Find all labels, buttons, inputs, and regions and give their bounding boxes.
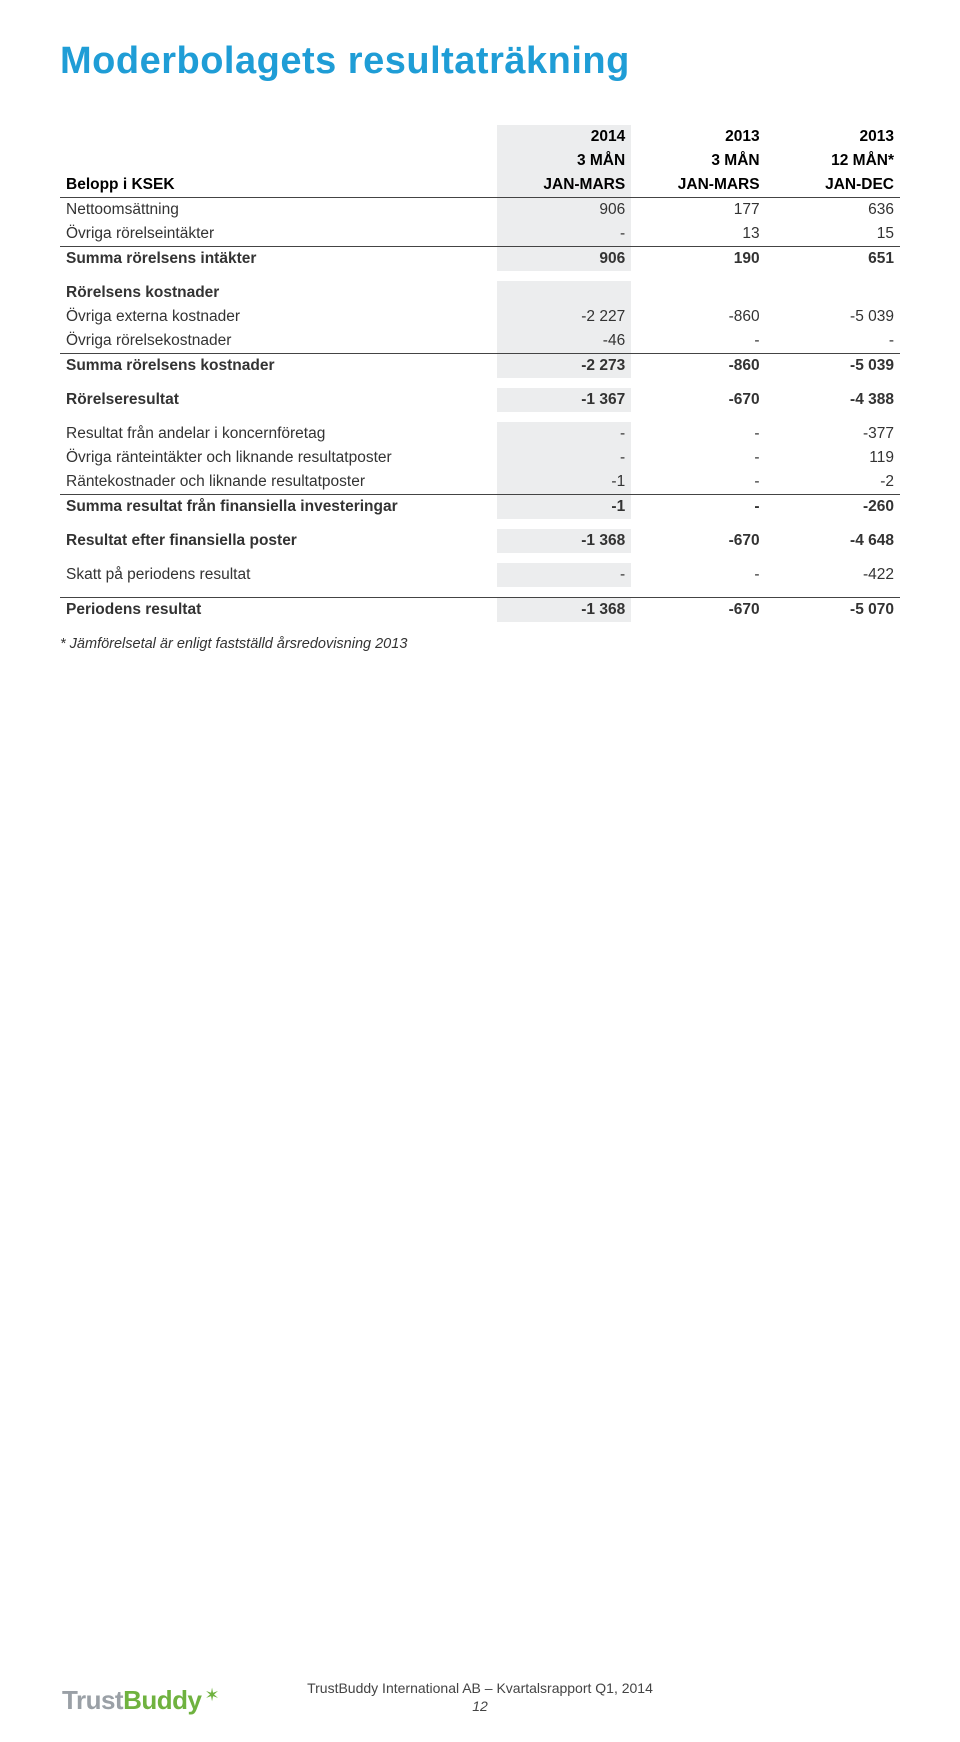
income-statement-table: 2014 2013 2013 3 MÅN 3 MÅN 12 MÅN* Belop… <box>60 125 900 622</box>
row-summa-kostnader: Summa rörelsens kostnader -2 273 -860 -5… <box>60 354 900 379</box>
row-nettoomsattning: Nettoomsättning 906 177 636 <box>60 198 900 223</box>
col1-period: 3 MÅN <box>497 149 631 173</box>
col1-label: JAN-MARS <box>497 173 631 198</box>
row-rorelsens-kostnader-heading: Rörelsens kostnader <box>60 281 900 305</box>
col1-year: 2014 <box>497 125 631 149</box>
row-externa-kostnader: Övriga externa kostnader -2 227 -860 -5 … <box>60 305 900 329</box>
col3-period: 12 MÅN* <box>766 149 900 173</box>
col2-label: JAN-MARS <box>631 173 765 198</box>
row-andelar-koncernforetag: Resultat från andelar i koncernföretag -… <box>60 422 900 446</box>
row-summa-intakter: Summa rörelsens intäkter 906 190 651 <box>60 247 900 272</box>
page: Moderbolagets resultaträkning 2014 2013 … <box>0 0 960 1742</box>
row-skatt: Skatt på periodens resultat - - -422 <box>60 563 900 587</box>
logo-part-a: Trust <box>62 1685 123 1716</box>
row-rorelseresultat: Rörelseresultat -1 367 -670 -4 388 <box>60 388 900 412</box>
footnote: * Jämförelsetal är enligt fastställd års… <box>60 636 900 652</box>
col3-label: JAN-DEC <box>766 173 900 198</box>
col3-year: 2013 <box>766 125 900 149</box>
logo-part-b: Buddy <box>123 1685 201 1716</box>
row-ovriga-rorelseintakter: Övriga rörelseintäkter - 13 15 <box>60 222 900 247</box>
period-sub-row: 3 MÅN 3 MÅN 12 MÅN* <box>60 149 900 173</box>
period-year-row: 2014 2013 2013 <box>60 125 900 149</box>
page-footer: Trust Buddy ✶ TrustBuddy International A… <box>0 1680 960 1714</box>
trustbuddy-logo: Trust Buddy ✶ <box>62 1685 220 1716</box>
row-summa-finansiella: Summa resultat från finansiella invester… <box>60 495 900 520</box>
row-rantekostnader: Räntekostnader och liknande resultatpost… <box>60 470 900 495</box>
row-periodens-resultat: Periodens resultat -1 368 -670 -5 070 <box>60 597 900 622</box>
row-label-header: Belopp i KSEK <box>60 173 497 198</box>
col2-period: 3 MÅN <box>631 149 765 173</box>
row-ranteintakter: Övriga ränteintäkter och liknande result… <box>60 446 900 470</box>
row-rorelsekostnader: Övriga rörelsekostnader -46 - - <box>60 329 900 354</box>
col2-year: 2013 <box>631 125 765 149</box>
logo-star-icon: ✶ <box>204 1685 219 1706</box>
row-resultat-efter-finansiella: Resultat efter finansiella poster -1 368… <box>60 529 900 553</box>
column-header-row: Belopp i KSEK JAN-MARS JAN-MARS JAN-DEC <box>60 173 900 198</box>
page-title: Moderbolagets resultaträkning <box>60 40 900 83</box>
